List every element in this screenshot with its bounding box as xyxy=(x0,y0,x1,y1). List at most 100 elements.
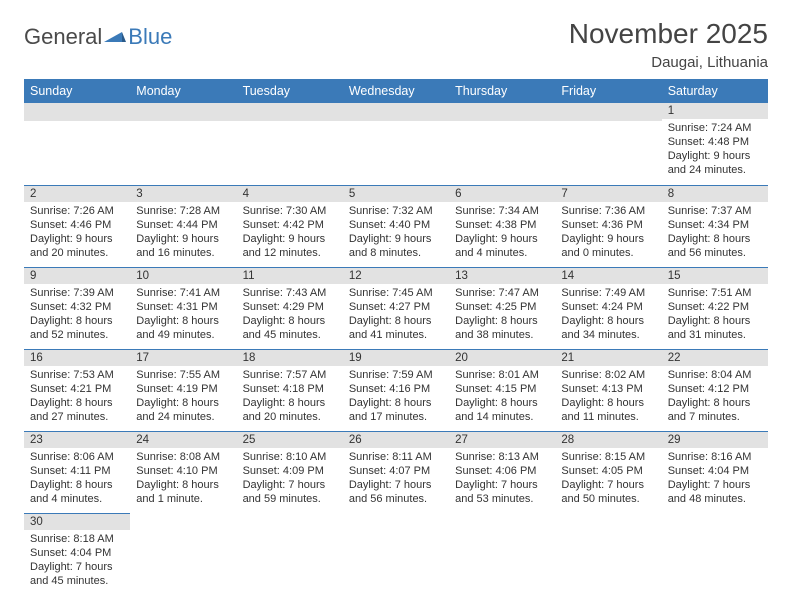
day-details: Sunrise: 7:37 AMSunset: 4:34 PMDaylight:… xyxy=(662,202,768,262)
calendar-cell: 15Sunrise: 7:51 AMSunset: 4:22 PMDayligh… xyxy=(662,267,768,349)
calendar-cell xyxy=(662,513,768,595)
day-daylight1: Daylight: 8 hours xyxy=(243,314,337,328)
day-sunset: Sunset: 4:04 PM xyxy=(668,464,762,478)
day-number: 17 xyxy=(130,349,236,366)
calendar-cell: 5Sunrise: 7:32 AMSunset: 4:40 PMDaylight… xyxy=(343,185,449,267)
day-sunset: Sunset: 4:10 PM xyxy=(136,464,230,478)
day-sunrise: Sunrise: 7:34 AM xyxy=(455,204,549,218)
day-number: 28 xyxy=(555,431,661,448)
calendar-cell: 12Sunrise: 7:45 AMSunset: 4:27 PMDayligh… xyxy=(343,267,449,349)
day-daylight2: and 34 minutes. xyxy=(561,328,655,342)
day-daylight1: Daylight: 8 hours xyxy=(455,396,549,410)
day-details: Sunrise: 8:08 AMSunset: 4:10 PMDaylight:… xyxy=(130,448,236,508)
day-daylight2: and 27 minutes. xyxy=(30,410,124,424)
day-daylight1: Daylight: 7 hours xyxy=(30,560,124,574)
day-sunset: Sunset: 4:40 PM xyxy=(349,218,443,232)
day-details: Sunrise: 7:30 AMSunset: 4:42 PMDaylight:… xyxy=(237,202,343,262)
calendar-cell: 9Sunrise: 7:39 AMSunset: 4:32 PMDaylight… xyxy=(24,267,130,349)
calendar-body: 1Sunrise: 7:24 AMSunset: 4:48 PMDaylight… xyxy=(24,103,768,595)
calendar-cell: 2Sunrise: 7:26 AMSunset: 4:46 PMDaylight… xyxy=(24,185,130,267)
day-number: 22 xyxy=(662,349,768,366)
day-sunset: Sunset: 4:31 PM xyxy=(136,300,230,314)
day-number: 23 xyxy=(24,431,130,448)
day-sunrise: Sunrise: 7:59 AM xyxy=(349,368,443,382)
day-sunset: Sunset: 4:48 PM xyxy=(668,135,762,149)
day-sunrise: Sunrise: 8:18 AM xyxy=(30,532,124,546)
calendar-cell: 17Sunrise: 7:55 AMSunset: 4:19 PMDayligh… xyxy=(130,349,236,431)
calendar-row: 16Sunrise: 7:53 AMSunset: 4:21 PMDayligh… xyxy=(24,349,768,431)
day-daylight2: and 7 minutes. xyxy=(668,410,762,424)
day-daylight1: Daylight: 7 hours xyxy=(243,478,337,492)
day-number: 26 xyxy=(343,431,449,448)
day-details: Sunrise: 7:53 AMSunset: 4:21 PMDaylight:… xyxy=(24,366,130,426)
day-number: 5 xyxy=(343,185,449,202)
calendar-cell: 29Sunrise: 8:16 AMSunset: 4:04 PMDayligh… xyxy=(662,431,768,513)
day-details: Sunrise: 7:43 AMSunset: 4:29 PMDaylight:… xyxy=(237,284,343,344)
day-sunrise: Sunrise: 8:10 AM xyxy=(243,450,337,464)
day-number: 13 xyxy=(449,267,555,284)
day-details: Sunrise: 7:34 AMSunset: 4:38 PMDaylight:… xyxy=(449,202,555,262)
day-sunrise: Sunrise: 7:24 AM xyxy=(668,121,762,135)
day-number: 9 xyxy=(24,267,130,284)
day-daylight2: and 14 minutes. xyxy=(455,410,549,424)
day-sunset: Sunset: 4:36 PM xyxy=(561,218,655,232)
day-daylight2: and 50 minutes. xyxy=(561,492,655,506)
day-details: Sunrise: 7:59 AMSunset: 4:16 PMDaylight:… xyxy=(343,366,449,426)
day-daylight2: and 59 minutes. xyxy=(243,492,337,506)
calendar-row: 1Sunrise: 7:24 AMSunset: 4:48 PMDaylight… xyxy=(24,103,768,185)
day-daylight1: Daylight: 8 hours xyxy=(30,478,124,492)
day-details: Sunrise: 8:04 AMSunset: 4:12 PMDaylight:… xyxy=(662,366,768,426)
day-daylight1: Daylight: 8 hours xyxy=(668,396,762,410)
day-sunrise: Sunrise: 7:30 AM xyxy=(243,204,337,218)
calendar-cell xyxy=(343,103,449,185)
day-sunrise: Sunrise: 7:51 AM xyxy=(668,286,762,300)
day-sunset: Sunset: 4:16 PM xyxy=(349,382,443,396)
day-daylight2: and 52 minutes. xyxy=(30,328,124,342)
calendar-cell: 30Sunrise: 8:18 AMSunset: 4:04 PMDayligh… xyxy=(24,513,130,595)
day-details: Sunrise: 7:45 AMSunset: 4:27 PMDaylight:… xyxy=(343,284,449,344)
day-number: 16 xyxy=(24,349,130,366)
month-title: November 2025 xyxy=(569,18,768,50)
day-sunrise: Sunrise: 8:08 AM xyxy=(136,450,230,464)
day-daylight2: and 4 minutes. xyxy=(455,246,549,260)
day-daylight1: Daylight: 9 hours xyxy=(455,232,549,246)
day-daylight1: Daylight: 7 hours xyxy=(349,478,443,492)
location: Daugai, Lithuania xyxy=(569,54,768,71)
calendar-cell: 3Sunrise: 7:28 AMSunset: 4:44 PMDaylight… xyxy=(130,185,236,267)
day-daylight2: and 31 minutes. xyxy=(668,328,762,342)
calendar-cell: 23Sunrise: 8:06 AMSunset: 4:11 PMDayligh… xyxy=(24,431,130,513)
calendar-cell: 27Sunrise: 8:13 AMSunset: 4:06 PMDayligh… xyxy=(449,431,555,513)
calendar-cell: 11Sunrise: 7:43 AMSunset: 4:29 PMDayligh… xyxy=(237,267,343,349)
day-sunrise: Sunrise: 8:04 AM xyxy=(668,368,762,382)
day-daylight1: Daylight: 8 hours xyxy=(136,396,230,410)
day-daylight1: Daylight: 9 hours xyxy=(136,232,230,246)
day-details: Sunrise: 8:01 AMSunset: 4:15 PMDaylight:… xyxy=(449,366,555,426)
day-daylight2: and 12 minutes. xyxy=(243,246,337,260)
calendar-cell xyxy=(130,513,236,595)
day-daylight1: Daylight: 8 hours xyxy=(668,314,762,328)
day-daylight2: and 48 minutes. xyxy=(668,492,762,506)
day-details: Sunrise: 7:26 AMSunset: 4:46 PMDaylight:… xyxy=(24,202,130,262)
day-details: Sunrise: 8:11 AMSunset: 4:07 PMDaylight:… xyxy=(343,448,449,508)
day-number: 27 xyxy=(449,431,555,448)
day-details: Sunrise: 7:36 AMSunset: 4:36 PMDaylight:… xyxy=(555,202,661,262)
calendar-row: 30Sunrise: 8:18 AMSunset: 4:04 PMDayligh… xyxy=(24,513,768,595)
day-sunrise: Sunrise: 7:41 AM xyxy=(136,286,230,300)
day-sunset: Sunset: 4:27 PM xyxy=(349,300,443,314)
day-daylight1: Daylight: 8 hours xyxy=(668,232,762,246)
logo: General Blue xyxy=(24,18,172,50)
day-daylight1: Daylight: 8 hours xyxy=(349,396,443,410)
calendar-cell: 4Sunrise: 7:30 AMSunset: 4:42 PMDaylight… xyxy=(237,185,343,267)
day-number: 20 xyxy=(449,349,555,366)
day-daylight1: Daylight: 8 hours xyxy=(561,396,655,410)
day-daylight1: Daylight: 9 hours xyxy=(243,232,337,246)
day-sunset: Sunset: 4:12 PM xyxy=(668,382,762,396)
calendar-cell xyxy=(449,513,555,595)
calendar-cell: 14Sunrise: 7:49 AMSunset: 4:24 PMDayligh… xyxy=(555,267,661,349)
day-sunrise: Sunrise: 7:39 AM xyxy=(30,286,124,300)
day-daylight1: Daylight: 8 hours xyxy=(136,314,230,328)
calendar-row: 9Sunrise: 7:39 AMSunset: 4:32 PMDaylight… xyxy=(24,267,768,349)
day-number: 10 xyxy=(130,267,236,284)
day-sunset: Sunset: 4:07 PM xyxy=(349,464,443,478)
calendar-cell xyxy=(343,513,449,595)
